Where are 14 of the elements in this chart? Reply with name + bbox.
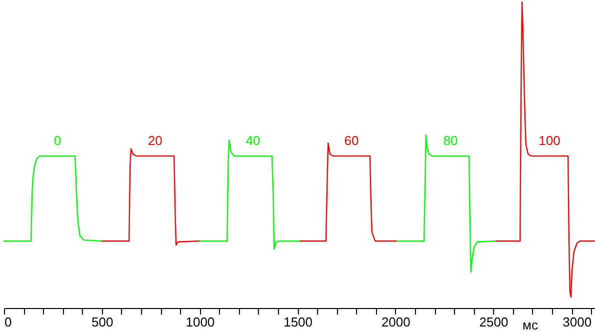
x-tick-label: 1500	[284, 314, 313, 330]
x-tick-label: 3000	[562, 314, 592, 330]
annotation: 80	[443, 132, 458, 148]
x-tick-label: 0	[4, 314, 12, 330]
annotation: 60	[344, 132, 359, 148]
annotation: 0	[54, 132, 62, 148]
x-axis-title: мс	[522, 318, 538, 332]
x-tick-label: 500	[91, 314, 114, 330]
annotation: 100	[538, 132, 560, 148]
annotation: 40	[246, 132, 260, 148]
annotation: 20	[148, 132, 162, 148]
x-tick-label: 2000	[381, 314, 410, 330]
x-tick-label: 2500	[479, 314, 508, 330]
x-tick-label: 1000	[186, 314, 215, 330]
